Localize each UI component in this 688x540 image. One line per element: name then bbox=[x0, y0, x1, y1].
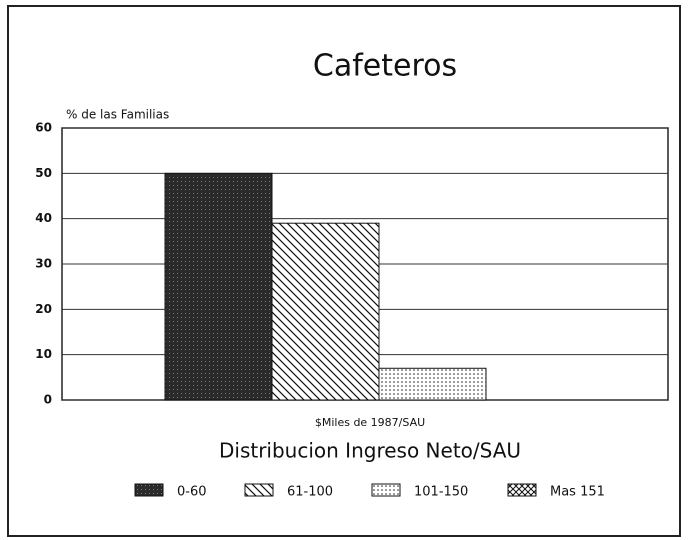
y-tick-label: 60 bbox=[35, 121, 52, 135]
bar bbox=[271, 222, 380, 401]
y-tick-label: 40 bbox=[35, 211, 52, 225]
y-axis-label: % de las Familias bbox=[66, 108, 169, 122]
y-tick-label: 20 bbox=[35, 302, 52, 316]
legend-label: 101-150 bbox=[414, 485, 468, 500]
bar bbox=[164, 172, 273, 401]
y-tick-label: 50 bbox=[35, 166, 52, 180]
y-tick-label: 0 bbox=[44, 393, 52, 407]
frame bbox=[7, 5, 681, 537]
chart-title: Cafeteros bbox=[313, 49, 457, 84]
legend-label: 0-60 bbox=[177, 485, 207, 500]
legend-swatch bbox=[371, 483, 401, 497]
legend-swatch bbox=[244, 483, 274, 497]
y-tick-label: 30 bbox=[35, 257, 52, 271]
y-tick-label: 10 bbox=[35, 347, 52, 361]
legend-label: 61-100 bbox=[287, 485, 333, 500]
legend-label: Mas 151 bbox=[550, 485, 605, 500]
bar bbox=[378, 367, 487, 401]
legend-swatch bbox=[507, 483, 537, 497]
legend-swatch bbox=[134, 483, 164, 497]
subtitle: Distribucion Ingreso Neto/SAU bbox=[219, 439, 521, 463]
x-axis-label: $Miles de 1987/SAU bbox=[315, 416, 425, 429]
